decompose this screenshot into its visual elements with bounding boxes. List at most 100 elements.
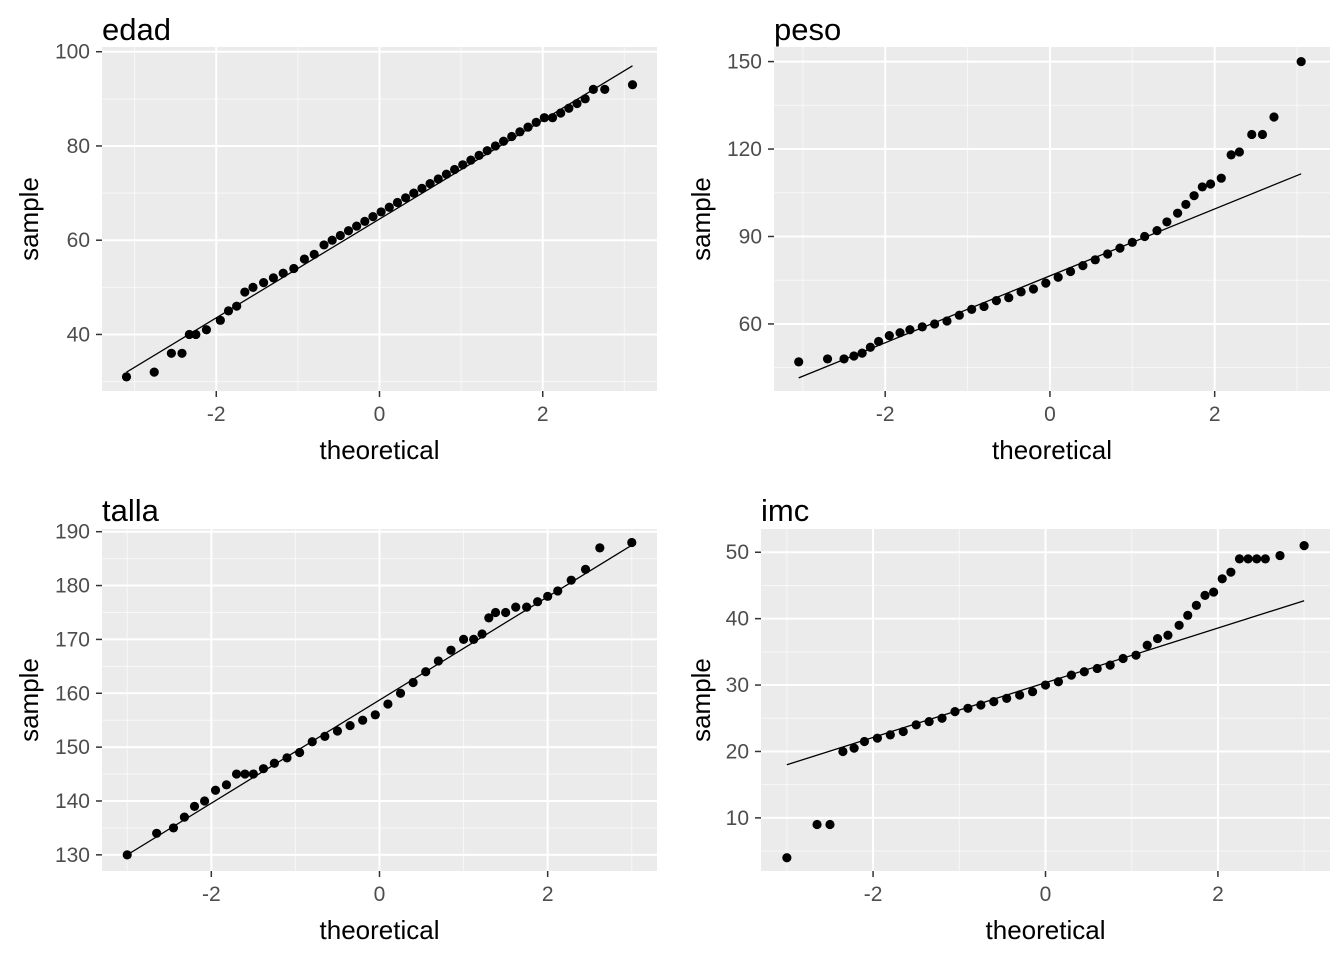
- data-point: [501, 607, 511, 618]
- data-point: [911, 720, 921, 730]
- panel-talla: -2 0 2 130 140 150 160 170 180 190 talla theoretica…: [14, 493, 657, 945]
- data-point: [884, 331, 894, 341]
- data-point: [458, 634, 469, 645]
- data-point: [849, 351, 859, 361]
- data-point: [564, 103, 574, 113]
- data-point: [345, 720, 355, 731]
- data-point: [595, 543, 605, 553]
- x-tick-label: -2: [202, 883, 221, 906]
- panel-peso: -2 0 2 60 90 120 150 peso theoretical sample: [686, 12, 1330, 465]
- x-tick-label: 0: [374, 403, 386, 426]
- data-point: [1252, 554, 1262, 564]
- data-point: [1053, 677, 1064, 687]
- data-point: [600, 84, 610, 95]
- data-point: [556, 108, 566, 118]
- data-point: [269, 758, 279, 768]
- data-point: [484, 613, 494, 623]
- data-point: [930, 319, 940, 329]
- data-point: [950, 707, 960, 717]
- data-point: [179, 812, 190, 822]
- y-tick-label: 190: [55, 521, 90, 544]
- y-axis-title: sample: [14, 177, 44, 261]
- data-point: [309, 249, 319, 259]
- data-point: [1209, 587, 1219, 597]
- y-tick-label: 130: [55, 844, 90, 867]
- data-point: [332, 726, 343, 736]
- data-point: [474, 150, 484, 160]
- data-point: [490, 141, 500, 151]
- data-point: [1002, 693, 1012, 703]
- y-axis-title: sample: [686, 177, 716, 261]
- x-tick-label: 0: [1040, 883, 1052, 906]
- data-point: [507, 131, 517, 142]
- data-point: [1163, 630, 1173, 640]
- data-point: [515, 127, 525, 137]
- data-point: [395, 688, 406, 698]
- data-point: [446, 645, 456, 655]
- data-point: [469, 634, 479, 645]
- data-point: [320, 731, 330, 741]
- data-point: [384, 202, 394, 212]
- data-point: [539, 113, 549, 123]
- data-point: [1053, 272, 1063, 282]
- data-point: [1217, 574, 1227, 584]
- data-point: [905, 325, 915, 335]
- data-point: [201, 325, 212, 335]
- data-point: [149, 367, 159, 377]
- data-point: [268, 273, 278, 283]
- data-point: [392, 197, 403, 208]
- y-tick-label: 20: [726, 740, 749, 763]
- panel-title: peso: [774, 12, 841, 47]
- y-tick-label: 50: [726, 541, 749, 564]
- data-point: [553, 586, 563, 596]
- data-point: [327, 235, 337, 245]
- y-tick-label: 60: [739, 313, 762, 336]
- gridlines: [102, 529, 657, 871]
- data-point: [580, 94, 590, 104]
- data-point: [1016, 287, 1026, 297]
- data-point: [937, 713, 947, 723]
- y-tick-label: 150: [727, 51, 762, 74]
- panel-edad: -2 0 2 40 60 80 100 edad theoretical sample: [14, 12, 657, 465]
- data-point: [240, 769, 250, 779]
- data-point: [1131, 650, 1141, 660]
- data-point: [191, 329, 201, 340]
- data-point: [942, 316, 952, 326]
- data-point: [449, 164, 460, 175]
- y-tick-label: 120: [727, 138, 762, 161]
- data-point: [1066, 670, 1076, 680]
- panel-title: imc: [761, 493, 809, 528]
- panel-title: talla: [102, 493, 160, 528]
- data-point: [401, 193, 411, 203]
- data-point: [963, 703, 973, 713]
- y-tick-label: 10: [726, 807, 749, 830]
- data-point: [1234, 554, 1245, 564]
- data-point: [1205, 179, 1216, 189]
- data-point: [1200, 590, 1210, 601]
- data-point: [168, 823, 179, 833]
- data-point: [967, 304, 977, 314]
- x-tick-label: 0: [374, 883, 386, 906]
- data-point: [1269, 112, 1279, 122]
- data-point: [122, 850, 132, 860]
- data-point: [531, 117, 541, 127]
- data-point: [991, 296, 1002, 306]
- data-point: [240, 287, 250, 297]
- x-axis-title: theoretical: [320, 435, 440, 465]
- data-point: [588, 84, 598, 95]
- x-axis-title: theoretical: [986, 915, 1106, 945]
- data-point: [1247, 129, 1257, 140]
- data-point: [917, 322, 927, 332]
- data-point: [838, 746, 848, 757]
- data-point: [433, 174, 443, 184]
- data-point: [184, 329, 194, 340]
- data-point: [572, 98, 582, 109]
- data-point: [121, 372, 132, 382]
- data-point: [849, 743, 859, 753]
- data-point: [259, 278, 269, 288]
- data-point: [1181, 199, 1191, 210]
- data-point: [522, 602, 532, 612]
- data-point: [839, 354, 849, 364]
- data-point: [874, 336, 884, 347]
